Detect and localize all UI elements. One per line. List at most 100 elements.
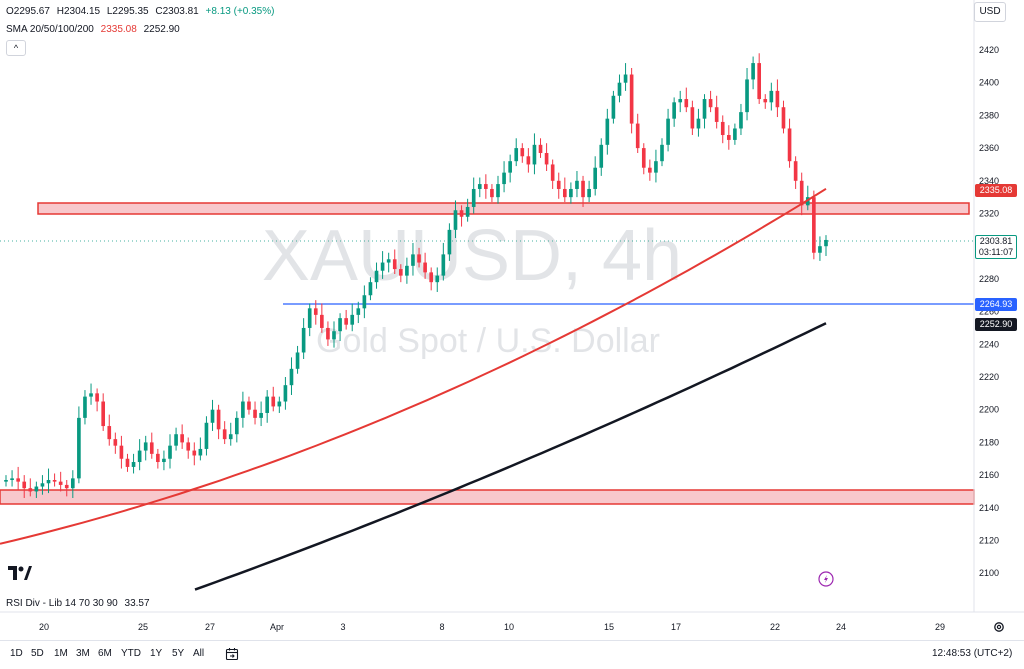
- sma200-line[interactable]: [194, 322, 827, 591]
- time-tick-label: 24: [836, 622, 846, 632]
- candle-body: [386, 259, 391, 263]
- currency-button[interactable]: USD: [974, 2, 1006, 22]
- gear-icon[interactable]: [993, 621, 1005, 633]
- candle-body: [654, 161, 658, 173]
- candle-body: [514, 148, 519, 162]
- candle-body: [228, 434, 233, 440]
- lightning-icon[interactable]: [818, 571, 834, 587]
- collapse-legend-button[interactable]: ^: [6, 40, 26, 56]
- candle-body: [107, 426, 112, 440]
- candle-body: [775, 90, 780, 108]
- price-tick-label: 2200: [979, 405, 999, 415]
- candle-body: [380, 262, 385, 271]
- candle-body: [168, 445, 172, 459]
- candle-body: [338, 318, 342, 332]
- candle-body: [241, 401, 245, 418]
- time-tick-label: 22: [770, 622, 780, 632]
- time-tick-label: 10: [504, 622, 514, 632]
- candle-body: [526, 156, 531, 165]
- candle-body: [648, 167, 652, 173]
- candle-body: [89, 393, 93, 397]
- rsi-indicator-label[interactable]: RSI Div - Lib 14 70 30 90 33.57: [6, 598, 150, 609]
- sma-legend[interactable]: SMA 20/50/100/200 2335.08 2252.90: [6, 24, 184, 35]
- rsi-value: 33.57: [124, 598, 150, 609]
- candle-body: [611, 95, 616, 119]
- range-button-ytd[interactable]: YTD: [121, 648, 141, 659]
- candle-body: [271, 396, 276, 407]
- legend-close: C2303.81: [155, 6, 199, 17]
- candle-body: [575, 180, 579, 189]
- candle-body: [362, 295, 367, 309]
- time-tick-label: 20: [39, 622, 49, 632]
- candle-body: [562, 188, 567, 198]
- candle-body: [496, 184, 500, 198]
- candle-body: [793, 161, 798, 181]
- candle-body: [666, 118, 670, 145]
- range-button-5d[interactable]: 5D: [31, 648, 44, 659]
- support-zone[interactable]: [0, 489, 975, 505]
- rsi-label-text: RSI Div - Lib 14 70 30 90: [6, 598, 118, 609]
- time-tick-label: 29: [935, 622, 945, 632]
- last-price-value: 2303.81: [979, 236, 1013, 246]
- candle-body: [350, 314, 355, 325]
- candle-body: [259, 412, 263, 418]
- range-button-6m[interactable]: 6M: [98, 648, 112, 659]
- candle-body: [581, 180, 585, 198]
- range-button-1y[interactable]: 1Y: [150, 648, 163, 659]
- range-button-5y[interactable]: 5Y: [172, 648, 185, 659]
- candle-body: [824, 239, 828, 247]
- candle-body: [16, 478, 20, 482]
- candle-body: [28, 488, 33, 492]
- candle-body: [556, 180, 561, 189]
- candle-body: [769, 90, 774, 103]
- candle-body: [283, 385, 288, 402]
- bar-countdown: 03:11:07: [978, 247, 1014, 257]
- candle-body: [799, 180, 804, 206]
- resistance-zone[interactable]: [37, 202, 970, 215]
- candle-body: [629, 74, 634, 124]
- candle-body: [459, 210, 464, 217]
- candle-body: [520, 148, 525, 157]
- tradingview-logo-icon[interactable]: [8, 566, 32, 580]
- candle-body: [344, 318, 348, 325]
- candle-body: [484, 184, 488, 189]
- legend-change: +8.13 (+0.35%): [205, 6, 275, 17]
- price-axis[interactable]: 2420240023802360234023202300228022602240…: [979, 45, 999, 578]
- candle-body: [52, 480, 57, 482]
- candle-body: [733, 128, 737, 140]
- candle-body: [593, 167, 598, 189]
- candle-body: [477, 184, 482, 189]
- ohlc-legend: O2295.67 H2304.15 L2295.35 C2303.81 +8.1…: [6, 6, 278, 17]
- time-tick-label: 3: [340, 622, 345, 632]
- calendar-icon[interactable]: [225, 647, 239, 661]
- time-axis[interactable]: 20 25 27 Apr 3 8 10 15 17 22 24 29: [39, 622, 945, 632]
- range-button-all[interactable]: All: [193, 648, 205, 659]
- price-tick-label: 2100: [979, 568, 999, 578]
- range-button-3m[interactable]: 3M: [76, 648, 90, 659]
- candle-body: [398, 269, 403, 276]
- candle-body: [64, 484, 69, 489]
- candle-body: [757, 63, 762, 100]
- candle-body: [253, 409, 257, 418]
- candle-body: [289, 368, 294, 386]
- clock[interactable]: 12:48:53 (UTC+2): [932, 648, 1013, 659]
- sma100-line[interactable]: [0, 187, 827, 545]
- range-button-1m[interactable]: 1M: [54, 648, 68, 659]
- candle-body: [40, 483, 45, 487]
- candle-body: [544, 153, 549, 165]
- candle-body: [702, 99, 707, 119]
- candle-body: [447, 229, 452, 255]
- candle-body: [672, 102, 676, 119]
- candle-body: [174, 434, 178, 446]
- last-price-tag: 2303.81 03:11:07: [975, 235, 1017, 259]
- candle-body: [326, 327, 330, 340]
- range-button-1d[interactable]: 1D: [10, 648, 23, 659]
- sma-value-1: 2335.08: [100, 24, 137, 35]
- candle-body: [787, 128, 792, 162]
- price-tick-label: 2180: [979, 437, 999, 447]
- candle-body: [125, 458, 130, 467]
- candle-body: [204, 422, 209, 449]
- candle-body: [156, 453, 160, 463]
